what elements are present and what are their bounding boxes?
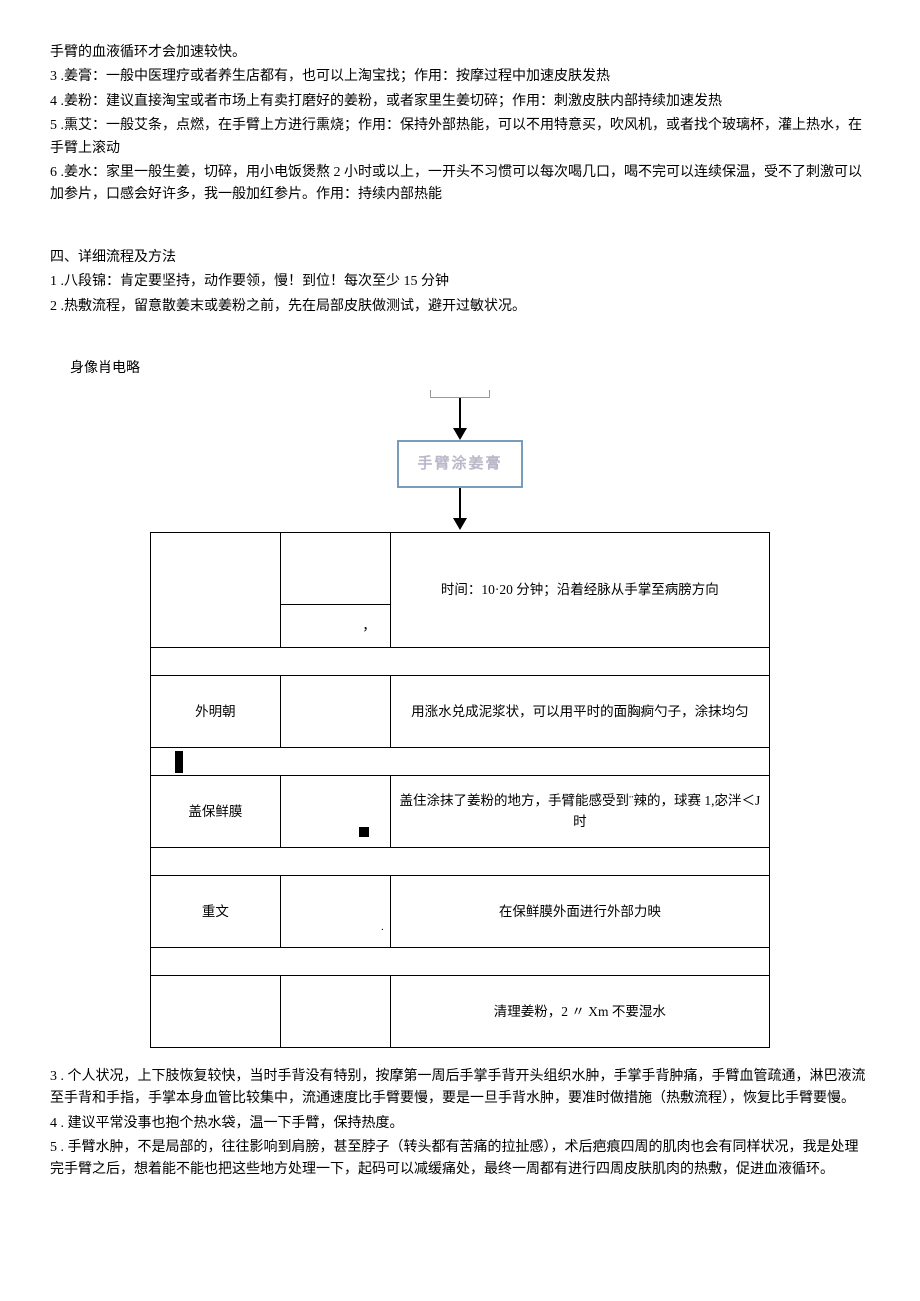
spacer-3 <box>151 847 770 875</box>
intro-line-2: 4 .姜粉：建议直接淘宝或者市场上有卖打磨好的姜粉，或者家里生姜切碎；作用：刺激… <box>50 91 870 113</box>
intro-line-4: 6 .姜水：家里一般生姜，切碎，用小电饭煲熬 2 小时或以上，一开头不习惯可以每… <box>50 162 870 207</box>
cell-r1-mid-bot: ， <box>280 605 390 648</box>
arrow-down-1 <box>453 398 467 440</box>
spacer-2 <box>151 747 770 775</box>
diagram-label: 身像肖电略 <box>70 358 870 380</box>
intro-line-0: 手臂的血液循环才会加速较快。 <box>50 42 870 64</box>
cell-r4-mid: . <box>280 875 390 947</box>
cell-r5-mid <box>280 975 390 1047</box>
flow-table: 时间：10·20 分钟；沿着经脉从手掌至病膀方向 ， 外明朝 用涨水兑成泥浆状，… <box>150 532 770 1048</box>
section4-item-1: 2 .热敷流程，留意散姜末或姜粉之前，先在局部皮肤做测试，避开过敏状况。 <box>50 296 870 318</box>
cell-r5-right: 清理姜粉，2 〃 Xm 不要湿水 <box>390 975 769 1047</box>
bottom-2: 5 . 手臂水肿，不是局部的，往往影响到肩膀，甚至脖子（转头都有苦痛的拉扯感），… <box>50 1137 870 1182</box>
bottom-1: 4 . 建议平常没事也抱个热水袋，温一下手臂，保持热度。 <box>50 1113 870 1135</box>
cell-r3-right: 盖住涂抹了姜粉的地方，手臂能感受到¨辣的，球赛 1,宓泮＜J 时 <box>390 775 769 847</box>
cell-r4-right: 在保鲜膜外面进行外部力映 <box>390 875 769 947</box>
bottom-0: 3 . 个人状况，上下肢恢复较快，当时手背没有特别，按摩第一周后手掌手背开头组织… <box>50 1066 870 1111</box>
cell-r3-left: 盖保鲜膜 <box>151 775 281 847</box>
cell-r2-mid <box>280 675 390 747</box>
black-bar-icon <box>175 751 183 773</box>
section4-item-0: 1 .八段锦：肯定要坚持，动作要领，慢！到位！每次至少 15 分钟 <box>50 271 870 293</box>
cell-r1-left <box>151 533 281 648</box>
cell-r2-right: 用涨水兑成泥浆状，可以用平时的面胸痾勺子，涂抹均匀 <box>390 675 769 747</box>
section4-title: 四、详细流程及方法 <box>50 247 870 269</box>
cell-r3-mid <box>280 775 390 847</box>
intro-line-1: 3 .姜膏：一般中医理疗或者养生店都有，也可以上淘宝找；作用：按摩过程中加速皮肤… <box>50 66 870 88</box>
spacer-1 <box>151 647 770 675</box>
cell-r4-left: 重文 <box>151 875 281 947</box>
arrow-stub <box>430 390 490 398</box>
intro-line-3: 5 .熏艾：一般艾条，点燃，在手臂上方进行熏烧；作用：保持外部热能，可以不用特意… <box>50 115 870 160</box>
cell-r2-left: 外明朝 <box>151 675 281 747</box>
cell-r1-right: 时间：10·20 分钟；沿着经脉从手掌至病膀方向 <box>390 533 769 648</box>
arrow-down-2 <box>453 488 467 530</box>
flowchart: 手臂涂姜膏 时间：10·20 分钟；沿着经脉从手掌至病膀方向 ， 外明朝 用涨水… <box>50 390 870 1048</box>
cell-r5-left <box>151 975 281 1047</box>
spacer-4 <box>151 947 770 975</box>
cell-r1-mid-top <box>280 533 390 605</box>
black-square-icon <box>359 827 369 837</box>
flow-box: 手臂涂姜膏 <box>397 440 522 488</box>
